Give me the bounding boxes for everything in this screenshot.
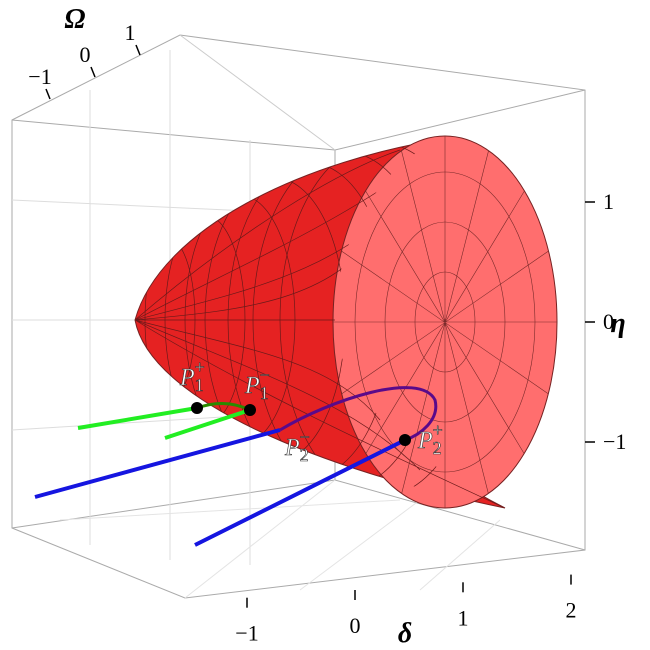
tick-label: −1 xyxy=(603,429,626,454)
label-sup: − xyxy=(260,365,270,385)
label-base: P xyxy=(244,373,260,399)
z-axis-label: Ω xyxy=(65,4,86,35)
tick-label: −1 xyxy=(28,64,51,89)
tick-label: 0 xyxy=(80,42,91,67)
tick-label: −1 xyxy=(235,621,258,646)
tick-mark xyxy=(135,44,141,56)
label-sup: − xyxy=(300,427,310,447)
tick-mark xyxy=(90,66,96,78)
x-axis-label: δ xyxy=(398,618,412,649)
label-base: P xyxy=(417,428,433,454)
tick-label: 0 xyxy=(350,613,361,638)
tick-label: 1 xyxy=(603,189,614,214)
label-base: P xyxy=(179,365,195,391)
point-label: P2− xyxy=(284,427,310,465)
point-label: P1+ xyxy=(179,357,205,395)
trajectories xyxy=(34,386,438,547)
surface xyxy=(134,135,558,509)
tick-label: 0 xyxy=(603,309,614,334)
point-label: P2+ xyxy=(417,420,443,458)
label-base: P xyxy=(284,435,300,461)
label-sub: 1 xyxy=(195,375,204,395)
label-sup: + xyxy=(433,420,443,440)
label-sub: 2 xyxy=(433,438,442,458)
tick-mark xyxy=(45,88,51,100)
y-axis-label: η xyxy=(610,308,625,339)
point-label: P1− xyxy=(244,365,270,403)
tick-label: 1 xyxy=(458,605,469,630)
label-sub: 2 xyxy=(300,445,309,465)
label-sub: 1 xyxy=(260,383,269,403)
tick-label: 2 xyxy=(566,598,577,623)
tick-label: 1 xyxy=(125,20,136,45)
label-sup: + xyxy=(195,357,205,377)
